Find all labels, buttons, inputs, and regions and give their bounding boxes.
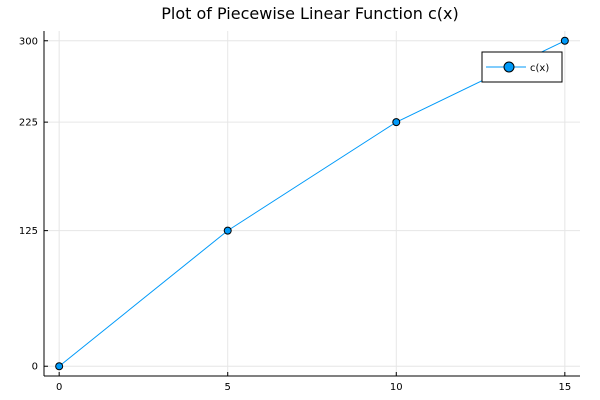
y-tick-label: 0 bbox=[32, 362, 38, 373]
x-tick-label: 0 bbox=[56, 382, 62, 393]
y-tick-labels: 0 125 225 300 bbox=[19, 36, 38, 372]
legend-label: c(x) bbox=[530, 63, 549, 74]
y-tick-label: 300 bbox=[19, 36, 38, 47]
x-tick-labels: 0 5 10 15 bbox=[56, 382, 571, 393]
x-tick-label: 10 bbox=[390, 382, 403, 393]
y-tick-label: 225 bbox=[19, 118, 38, 129]
legend: c(x) bbox=[481, 51, 563, 83]
data-point bbox=[560, 36, 569, 45]
series-layer bbox=[55, 36, 569, 371]
data-point bbox=[223, 226, 232, 235]
data-point bbox=[392, 118, 401, 127]
y-tick-label: 125 bbox=[19, 226, 38, 237]
chart-title: Plot of Piecewise Linear Function c(x) bbox=[161, 4, 458, 23]
axes bbox=[43, 31, 580, 377]
series-line bbox=[58, 40, 566, 367]
x-tick-label: 15 bbox=[558, 382, 571, 393]
x-tick-label: 5 bbox=[225, 382, 231, 393]
grid bbox=[44, 31, 580, 376]
legend-marker bbox=[503, 61, 515, 73]
data-point bbox=[55, 362, 64, 371]
